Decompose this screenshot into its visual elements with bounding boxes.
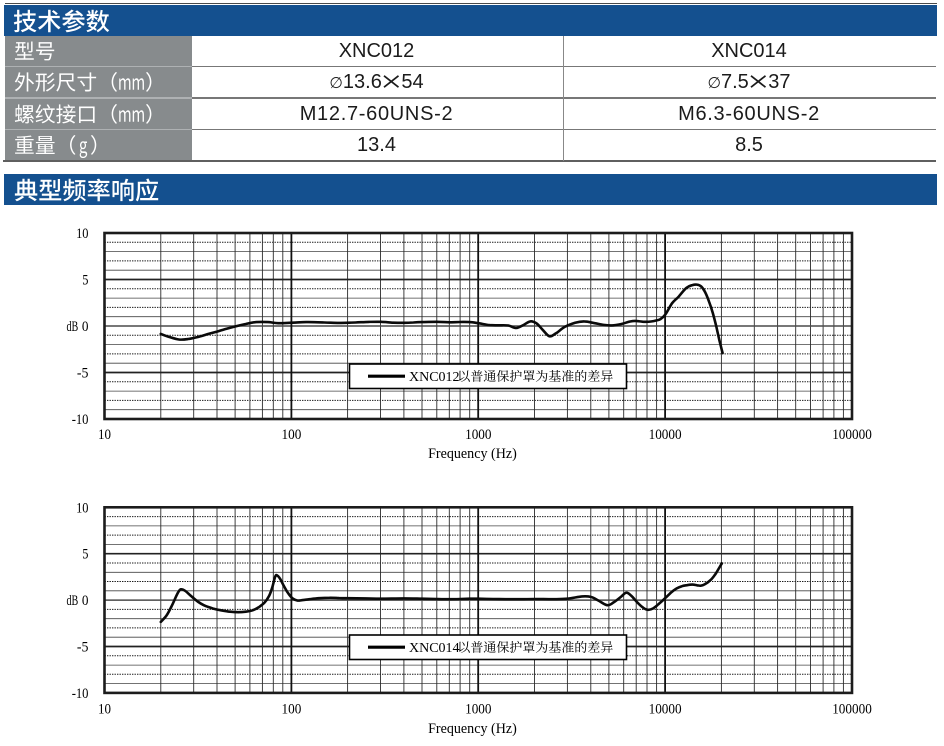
svg-text:1000: 1000 [465, 427, 491, 443]
svg-text:10000: 10000 [649, 702, 682, 718]
svg-text:XNC014: XNC014 [409, 641, 460, 656]
svg-text:10: 10 [98, 702, 111, 718]
svg-text:10000: 10000 [649, 427, 682, 443]
svg-text:0: 0 [82, 319, 89, 335]
svg-text:-5: -5 [77, 366, 89, 382]
svg-text:XNC012: XNC012 [409, 370, 460, 385]
svg-text:100000: 100000 [832, 427, 872, 443]
svg-text:10: 10 [76, 226, 88, 242]
svg-text:100000: 100000 [832, 702, 872, 718]
svg-text:1000: 1000 [465, 702, 491, 718]
svg-text:dB: dB [67, 319, 79, 335]
svg-text:-10: -10 [72, 686, 89, 702]
svg-text:5: 5 [82, 547, 88, 563]
svg-text:Frequency (Hz): Frequency (Hz) [428, 721, 517, 737]
svg-text:10: 10 [98, 427, 111, 443]
svg-text:-10: -10 [72, 412, 89, 428]
svg-text:100: 100 [282, 427, 302, 443]
svg-text:Frequency (Hz): Frequency (Hz) [428, 446, 517, 462]
svg-text:5: 5 [82, 273, 88, 289]
svg-text:-5: -5 [77, 640, 89, 656]
svg-text:100: 100 [282, 702, 302, 718]
svg-text:10: 10 [76, 500, 88, 516]
svg-text:dB: dB [67, 593, 79, 609]
svg-text:0: 0 [82, 593, 89, 609]
